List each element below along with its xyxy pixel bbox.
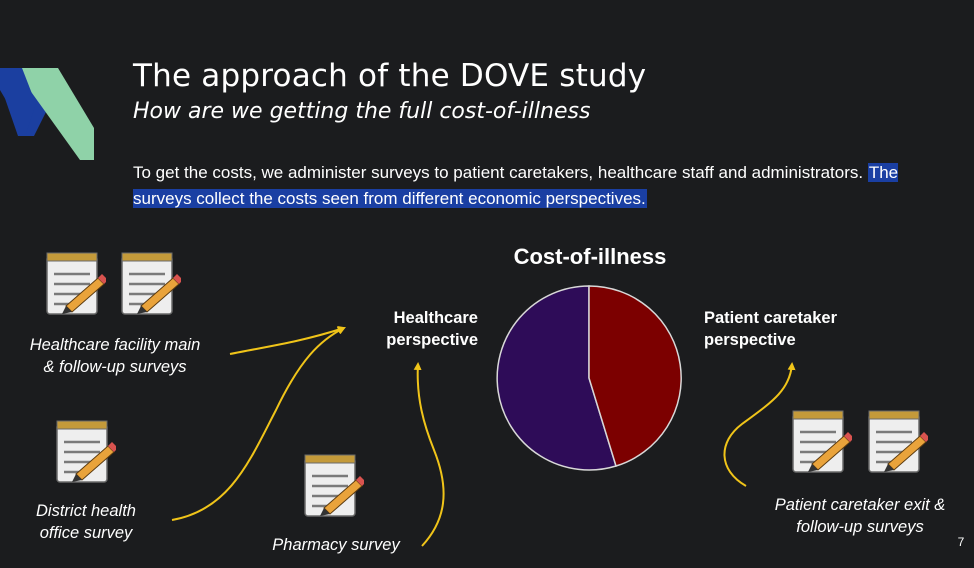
notepad-pencil-icon xyxy=(56,420,116,483)
district-survey-line1: District health xyxy=(36,502,136,520)
body-text-plain: To get the costs, we administer surveys … xyxy=(133,163,868,182)
notepad-pencil-icon xyxy=(304,454,364,517)
patient-perspective-line1: Patient caretaker xyxy=(704,309,837,327)
patient-survey-line2: follow-up surveys xyxy=(796,518,924,536)
healthcare-perspective-label: Healthcare perspective xyxy=(352,307,478,351)
body-text: To get the costs, we administer surveys … xyxy=(133,160,933,212)
arrow-pharmacy xyxy=(413,362,445,547)
district-survey-label: District health office survey xyxy=(12,500,160,544)
district-survey-line2: office survey xyxy=(39,524,133,542)
page-number: 7 xyxy=(957,535,965,549)
patient-survey-label: Patient caretaker exit & follow-up surve… xyxy=(754,494,966,538)
notepad-pencil-icon xyxy=(792,410,852,473)
slide-subtitle: How are we getting the full cost-of-illn… xyxy=(133,99,591,124)
facility-survey-line2: & follow-up surveys xyxy=(43,358,187,376)
notepad-pencil-icon xyxy=(121,252,181,315)
notepad-pencil-icon xyxy=(46,252,106,315)
patient-perspective-line2: perspective xyxy=(704,331,796,349)
healthcare-perspective-line1: Healthcare xyxy=(393,309,478,327)
healthcare-perspective-line2: perspective xyxy=(386,331,478,349)
arrow-patient xyxy=(723,362,796,487)
pie-slice-healthcare xyxy=(496,285,617,471)
slide-title: The approach of the DOVE study xyxy=(133,58,647,94)
facility-survey-line1: Healthcare facility main xyxy=(29,336,201,354)
pie-chart-title: Cost-of-illness xyxy=(513,244,667,269)
pie-slice-patient xyxy=(588,285,682,467)
facility-survey-label: Healthcare facility main & follow-up sur… xyxy=(8,334,222,378)
patient-survey-line1: Patient caretaker exit & xyxy=(774,496,946,514)
notepad-pencil-icon xyxy=(868,410,928,473)
dove-logo xyxy=(0,68,94,160)
arrow-facility xyxy=(229,326,346,355)
patient-perspective-label: Patient caretaker perspective xyxy=(704,307,894,351)
pharmacy-survey-label: Pharmacy survey xyxy=(272,536,400,554)
